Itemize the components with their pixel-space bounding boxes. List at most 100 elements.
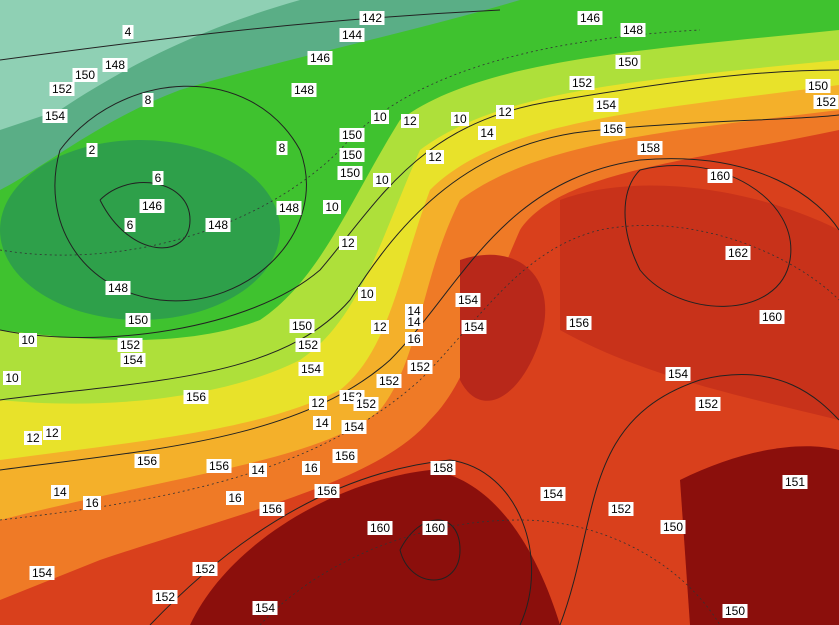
contour-label: 16 xyxy=(407,332,421,346)
contour-label: 160 xyxy=(762,310,782,324)
label-box xyxy=(313,416,331,430)
label-box xyxy=(422,521,448,535)
contour-label: 146 xyxy=(310,51,330,65)
contour-label: 150 xyxy=(75,68,95,82)
label-box xyxy=(323,200,341,214)
label-box xyxy=(600,122,626,136)
label-box xyxy=(298,362,324,376)
contour-label: 8 xyxy=(279,141,286,155)
contour-label: 150 xyxy=(292,319,312,333)
contour-label: 16 xyxy=(228,491,242,505)
contour-label: 156 xyxy=(186,390,206,404)
label-box xyxy=(122,25,134,39)
label-box xyxy=(371,320,389,334)
label-box xyxy=(359,11,385,25)
contour-label: 150 xyxy=(618,55,638,69)
label-box xyxy=(29,566,55,580)
label-box xyxy=(430,461,456,475)
contour-label: 154 xyxy=(596,98,616,112)
label-box xyxy=(339,128,365,142)
contour-label: 150 xyxy=(128,313,148,327)
contour-label: 8 xyxy=(145,93,152,107)
label-box xyxy=(86,143,98,157)
contour-label: 12 xyxy=(403,114,417,128)
label-box xyxy=(373,173,391,187)
contour-label: 10 xyxy=(373,110,387,124)
label-box xyxy=(637,141,663,155)
label-box xyxy=(339,148,365,162)
label-box xyxy=(367,521,393,535)
contour-label: 14 xyxy=(53,485,67,499)
label-box xyxy=(371,110,389,124)
contour-label: 2 xyxy=(89,143,96,157)
label-box xyxy=(307,51,333,65)
contour-label: 158 xyxy=(640,141,660,155)
contour-label: 146 xyxy=(580,11,600,25)
label-box xyxy=(577,11,603,25)
contour-label: 152 xyxy=(52,82,72,96)
label-box xyxy=(192,562,218,576)
contour-label: 154 xyxy=(543,487,563,501)
contour-label: 12 xyxy=(341,236,355,250)
label-box xyxy=(405,332,423,346)
contour-labels: 1421441461481501461481501481521541521541… xyxy=(3,11,839,618)
label-box xyxy=(707,169,733,183)
label-box xyxy=(332,449,358,463)
label-box xyxy=(102,58,128,72)
label-box xyxy=(805,79,831,93)
label-box xyxy=(608,502,634,516)
label-box xyxy=(19,333,37,347)
contour-label: 154 xyxy=(458,293,478,307)
label-box xyxy=(152,171,164,185)
contour-label: 156 xyxy=(335,449,355,463)
contour-label: 4 xyxy=(125,25,132,39)
contour-label: 152 xyxy=(195,562,215,576)
label-box xyxy=(540,487,566,501)
label-box xyxy=(83,496,101,510)
contour-label: 156 xyxy=(569,316,589,330)
contour-label: 154 xyxy=(464,320,484,334)
label-box xyxy=(478,126,496,140)
label-box xyxy=(259,502,285,516)
label-box xyxy=(695,397,721,411)
label-box xyxy=(291,83,317,97)
contour-label: 12 xyxy=(45,426,59,440)
label-box xyxy=(120,353,146,367)
contour-label: 162 xyxy=(728,246,748,260)
label-box xyxy=(3,371,21,385)
label-box xyxy=(660,520,686,534)
contour-label: 16 xyxy=(85,496,99,510)
contour-label: 150 xyxy=(808,79,828,93)
contour-label: 12 xyxy=(26,431,40,445)
label-box xyxy=(593,98,619,112)
label-box xyxy=(276,201,302,215)
contour-label: 150 xyxy=(725,604,745,618)
label-box xyxy=(620,23,646,37)
label-box xyxy=(309,396,327,410)
label-box xyxy=(152,590,178,604)
contour-label: 154 xyxy=(301,362,321,376)
contour-label: 152 xyxy=(816,95,836,109)
contour-label: 151 xyxy=(785,475,805,489)
label-box xyxy=(566,316,592,330)
contour-label: 156 xyxy=(209,459,229,473)
contour-label: 10 xyxy=(453,112,467,126)
contour-label: 12 xyxy=(373,320,387,334)
contour-label: 156 xyxy=(317,484,337,498)
label-box xyxy=(782,475,808,489)
label-box xyxy=(407,360,433,374)
contour-label: 10 xyxy=(325,200,339,214)
contour-label: 154 xyxy=(45,109,65,123)
label-box xyxy=(42,109,68,123)
label-box xyxy=(759,310,785,324)
contour-label: 152 xyxy=(698,397,718,411)
contour-label: 148 xyxy=(105,58,125,72)
label-box xyxy=(142,93,154,107)
label-box xyxy=(226,491,244,505)
contour-label: 150 xyxy=(342,128,362,142)
label-box xyxy=(401,114,419,128)
label-box xyxy=(183,390,209,404)
label-box xyxy=(125,313,151,327)
label-box xyxy=(725,246,751,260)
